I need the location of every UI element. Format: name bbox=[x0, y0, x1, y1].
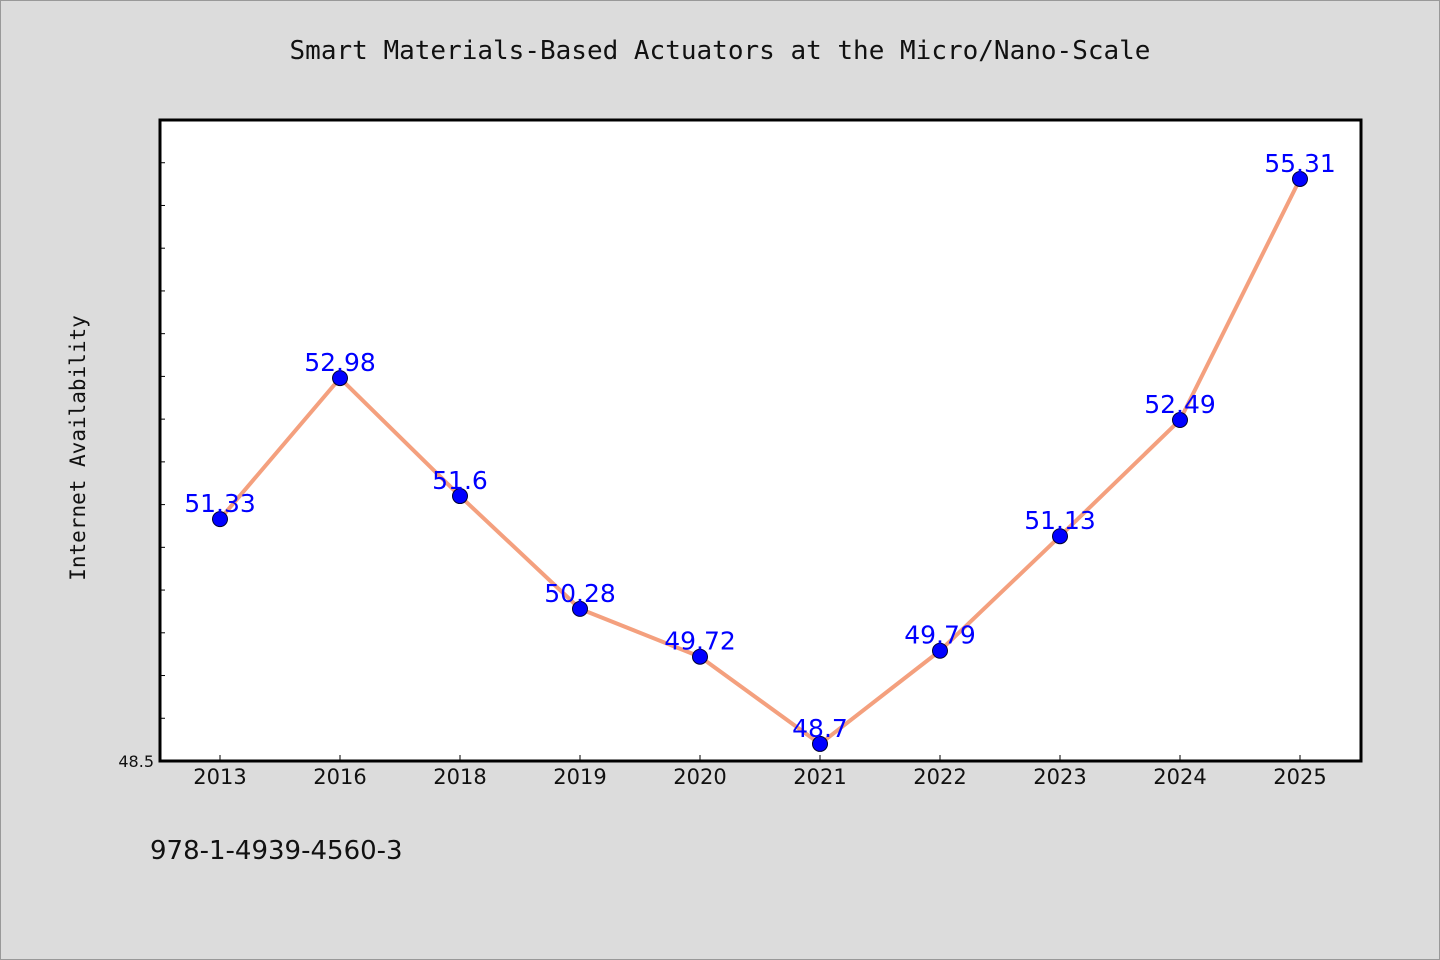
y-tick-label: 48.5 bbox=[118, 752, 154, 771]
data-point bbox=[452, 488, 468, 505]
data-point bbox=[812, 735, 828, 752]
data-label: 51.6 bbox=[432, 466, 488, 495]
data-label: 52.49 bbox=[1144, 390, 1216, 419]
data-point bbox=[1292, 170, 1308, 187]
data-label: 52.98 bbox=[304, 348, 376, 377]
series-line bbox=[218, 176, 1302, 746]
x-axis-ticks: 2013 2016 2018 2019 2020 2021 2022 2023 2024 2025 bbox=[193, 755, 1327, 789]
data-label: 55.31 bbox=[1264, 149, 1336, 178]
x-tick-label: 2025 bbox=[1273, 765, 1326, 789]
data-point bbox=[572, 600, 588, 617]
x-tick-label: 2018 bbox=[433, 765, 486, 789]
x-tick-label: 2022 bbox=[913, 765, 966, 789]
x-tick-label: 2024 bbox=[1153, 765, 1206, 789]
data-label: 49.79 bbox=[904, 621, 976, 650]
data-point bbox=[932, 642, 948, 659]
data-point bbox=[1172, 411, 1188, 428]
chart-title: Smart Materials-Based Actuators at the M… bbox=[289, 36, 1151, 66]
x-tick-label: 2019 bbox=[553, 765, 606, 789]
data-point bbox=[1052, 528, 1068, 545]
x-tick-label: 2013 bbox=[193, 765, 246, 789]
x-tick-label: 2020 bbox=[673, 765, 726, 789]
data-label: 51.33 bbox=[184, 489, 256, 518]
data-labels: 51.33 52.98 51.6 50.28 49.72 48.7 49.79 51.13 52… bbox=[184, 149, 1336, 743]
plot-area bbox=[158, 118, 1363, 763]
x-tick-label: 2016 bbox=[313, 765, 366, 789]
data-label: 49.72 bbox=[664, 627, 736, 656]
x-tick-label: 2023 bbox=[1033, 765, 1086, 789]
data-label: 48.7 bbox=[792, 714, 848, 743]
isbn-text: 978-1-4939-4560-3 bbox=[150, 836, 403, 866]
data-label: 51.13 bbox=[1024, 506, 1096, 535]
y-axis-ticks: 48.5 bbox=[118, 119, 165, 771]
data-label: 50.28 bbox=[544, 579, 616, 608]
data-point bbox=[332, 370, 348, 387]
data-point bbox=[692, 648, 708, 665]
data-point bbox=[212, 511, 228, 528]
x-tick-label: 2021 bbox=[793, 765, 846, 789]
data-markers bbox=[212, 170, 1308, 752]
